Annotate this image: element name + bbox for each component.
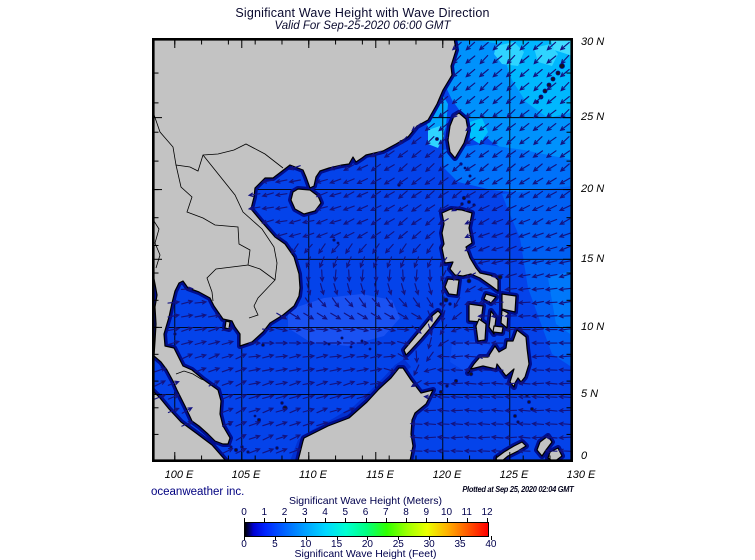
- map-layers: [154, 40, 571, 460]
- legend-tick: [426, 518, 428, 522]
- legend-tick: [398, 536, 400, 540]
- lat-label: 30 N: [581, 36, 605, 48]
- legend-meter-value: 8: [403, 507, 409, 518]
- legend-meter-value: 2: [281, 507, 288, 518]
- lat-label: 0: [581, 450, 588, 462]
- legend-meter-value: 4: [322, 507, 328, 518]
- longitude-axis: 100 E 105 E 110 E 115 E 120 E 125 E 130 E: [0, 469, 755, 483]
- legend-tick: [446, 518, 448, 522]
- land-luzon: [441, 208, 499, 292]
- legend-meter-value: 3: [301, 507, 308, 518]
- legend-tick: [305, 536, 307, 540]
- legend-feet-value: 30: [423, 539, 435, 550]
- legend-tick: [274, 536, 276, 540]
- land-taiwan: [447, 112, 469, 159]
- legend-tick: [244, 518, 245, 522]
- land-palawan: [403, 310, 442, 356]
- legend-tick: [385, 518, 387, 522]
- legend-tick: [460, 536, 462, 540]
- legend-feet-value: 35: [454, 539, 466, 550]
- legend-tick: [336, 536, 338, 540]
- legend-tick: [304, 518, 306, 522]
- wave-band-ne-corner-cyan: [550, 40, 571, 56]
- lat-label: 25 N: [581, 111, 605, 123]
- page-title: Significant Wave Height with Wave Direct…: [235, 6, 490, 20]
- wave-band-cyan-spot-2: [534, 44, 558, 66]
- legend-feet-value: 40: [485, 539, 497, 550]
- land-mindoro: [444, 278, 460, 296]
- wave-band-scs-vietnam-patch: [288, 294, 400, 346]
- legend-meter-value: 6: [362, 507, 369, 518]
- plotted-timestamp: Plotted at Sep 25, 2020 02:04 GMT: [461, 485, 573, 494]
- legend-tick: [487, 518, 488, 522]
- legend-meter-value: 7: [382, 507, 389, 518]
- land-panay: [468, 303, 484, 323]
- legend-tick: [466, 518, 468, 522]
- legend-meter-value: 0: [241, 507, 247, 518]
- lon-label: 115 E: [366, 469, 394, 481]
- land-asia-mainland: [154, 40, 457, 445]
- legend-feet-value: 20: [361, 539, 373, 550]
- legend-colorbar: [244, 522, 489, 537]
- land-borneo: [297, 367, 434, 460]
- legend-title-feet: Significant Wave Height (Feet): [294, 548, 437, 560]
- legend-meter-value: 1: [261, 507, 268, 518]
- land-negros: [475, 318, 487, 342]
- legend-tick: [244, 536, 245, 540]
- lat-label: 5 N: [581, 388, 599, 400]
- latitude-axis: 30 N 25 N 20 N 15 N 10 N 5 N 0: [581, 0, 625, 560]
- wave-band-cyan-spot-1: [494, 42, 524, 66]
- land-hainan: [290, 188, 322, 215]
- legend-tick: [325, 518, 326, 522]
- lon-label: 130 E: [566, 469, 596, 481]
- legend-meter-value: 12: [481, 507, 493, 518]
- credit-text: oceanweather inc.: [151, 486, 245, 498]
- land-leyte: [500, 309, 509, 329]
- lon-label: 125 E: [499, 469, 529, 481]
- wave-band-pacific-inner-light: [548, 270, 571, 335]
- legend-feet-value: 25: [392, 539, 404, 550]
- lon-label: 110 E: [299, 469, 327, 481]
- legend-feet-value: 15: [331, 539, 343, 550]
- legend-tick: [284, 518, 286, 522]
- valid-time-subtitle: Valid For Sep-25-2020 06:00 GMT: [274, 20, 451, 32]
- map-frame: [152, 38, 573, 462]
- legend-feet-value: 10: [300, 539, 312, 550]
- land-samar: [501, 293, 517, 313]
- land-morotai: [547, 447, 563, 460]
- wave-height-map: [152, 38, 573, 462]
- legend-meter-value: 5: [342, 507, 349, 518]
- land-north-sulawesi: [495, 441, 527, 460]
- wave-direction-arrows: [154, 41, 571, 454]
- lat-label: 15 N: [581, 253, 605, 265]
- legend-title-meters: Significant Wave Height (Meters): [288, 495, 443, 507]
- legend-tick: [490, 536, 492, 540]
- map-frame-ticks: [154, 40, 571, 460]
- legend-feet-value: 0: [241, 539, 247, 550]
- legend-meter-value: 10: [440, 507, 453, 518]
- legend-tick: [264, 518, 266, 522]
- legend-tick: [365, 518, 367, 522]
- lat-label: 20 N: [581, 183, 605, 195]
- lon-label: 120 E: [432, 469, 462, 481]
- lat-label: 10 N: [581, 321, 605, 333]
- land-mindanao: [467, 329, 530, 388]
- legend-tick: [406, 518, 407, 522]
- land-bohol: [492, 325, 504, 334]
- lon-label: 105 E: [231, 469, 261, 481]
- legend-meter-value: 9: [423, 507, 430, 518]
- lon-label: 100 E: [164, 469, 194, 481]
- legend-meter-value: 11: [461, 507, 472, 518]
- legend-feet-value: 5: [272, 539, 278, 550]
- land-sumatra: [154, 391, 226, 460]
- legend-tick: [367, 536, 369, 540]
- wave-band-luzon-strait-light: [442, 144, 571, 194]
- legend-tick: [345, 518, 347, 522]
- legend-tick: [429, 536, 431, 540]
